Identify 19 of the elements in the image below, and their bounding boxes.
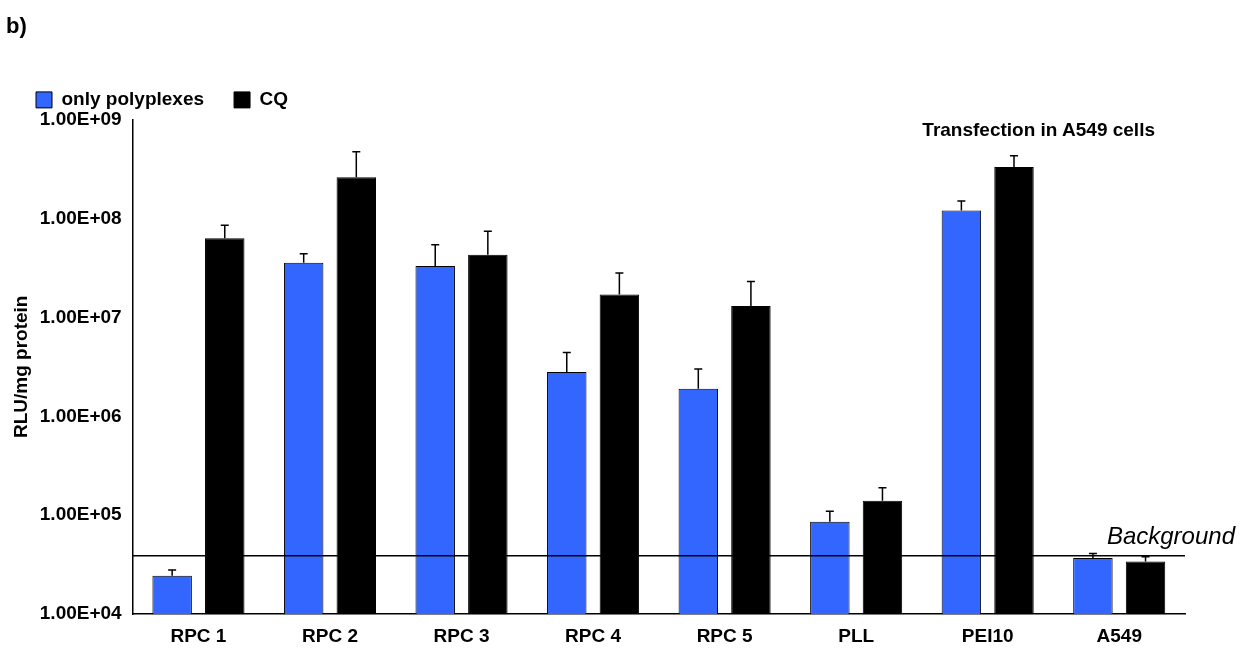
legend-label: CQ: [259, 88, 289, 110]
y-tick-label: 1.00E+05: [39, 503, 123, 525]
x-tick-label: RPC 3: [433, 624, 490, 646]
y-tick-label: 1.00E+06: [39, 404, 122, 426]
annotation: Transfection in A549 cells: [922, 119, 1155, 141]
legend-label: only polyplexes: [61, 88, 205, 110]
chart-title: b): [6, 13, 27, 39]
y-axis-title: RLU/mg protein: [9, 295, 31, 439]
x-tick-label: PEI10: [961, 624, 1014, 646]
x-tick-label: RPC 2: [302, 624, 358, 646]
y-tick-label: 1.00E+07: [39, 305, 122, 327]
y-tick-label: 1.00E+08: [39, 206, 122, 228]
x-tick-label: A549: [1096, 624, 1142, 646]
x-tick-label: RPC 1: [170, 624, 227, 646]
y-tick-label: 1.00E+04: [39, 602, 123, 624]
x-tick-label: RPC 5: [696, 624, 754, 646]
x-tick-label: RPC 4: [565, 624, 622, 646]
x-tick-label: PLL: [838, 624, 875, 646]
ref-line-label: Background: [1106, 522, 1236, 550]
